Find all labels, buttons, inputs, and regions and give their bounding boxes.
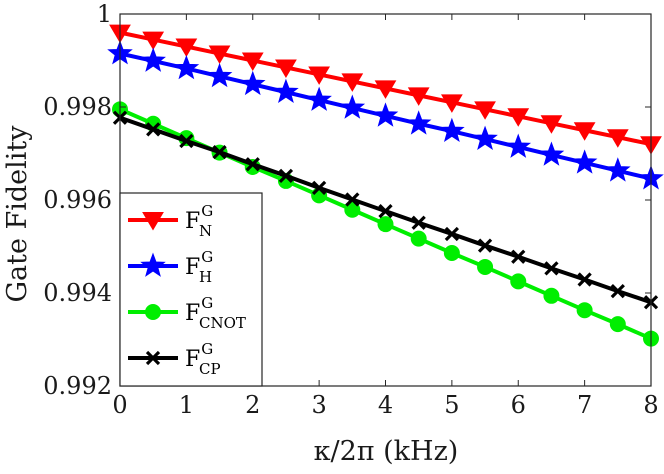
data-point [206,62,233,88]
data-point [175,38,198,58]
y-axis-label: Gate Fidelity [2,125,33,303]
legend-entry: FG CP [128,340,221,378]
axes-layer: 0 1 2 3 4 5 6 7 8 0.992 0.994 0.996 0.998 1 [43,0,658,419]
series-cp [112,110,659,310]
x-tick-label: 1 [179,391,194,419]
data-point [142,31,165,51]
data-point [577,272,592,287]
data-point [610,284,625,299]
data-point [179,133,194,149]
data-point [538,141,565,166]
data-point [576,302,593,319]
data-point [275,59,297,78]
legend: FG N FG H FG CNOT FG CP [119,192,263,387]
x-tick-label: 4 [378,391,393,419]
x-tick-label: 8 [643,391,658,419]
data-point [311,180,327,196]
data-point [245,157,260,172]
data-point [273,78,299,103]
data-point [306,86,332,111]
data-point [505,133,532,158]
legend-marker [145,304,161,320]
legend-entry: FG H [128,248,213,286]
data-point [439,117,465,143]
y-tick-label: 0.994 [43,279,112,307]
data-point [278,168,294,183]
x-tick-label: 5 [444,391,459,419]
data-point [344,201,361,218]
data-point [372,102,399,127]
data-point [472,125,498,150]
legend-marker [140,252,166,277]
x-tick-label: 7 [577,391,592,419]
data-point [374,80,397,99]
data-point [173,54,200,80]
y-tick-label: 1 [97,0,112,28]
legend-box [119,192,263,387]
data-point [474,101,496,120]
data-point [543,287,560,304]
data-point [477,258,494,275]
data-point [441,94,463,113]
data-point [510,273,527,290]
data-point [507,108,530,127]
legend-marker [145,350,161,366]
series-n [109,24,662,155]
data-point [208,45,231,65]
series-h [107,40,664,190]
series-layer [107,24,664,347]
data-point [605,157,631,182]
data-point [443,245,460,262]
data-point [341,73,364,92]
data-point [212,144,227,160]
data-point [405,110,432,135]
legend-marker [142,212,164,231]
data-point [308,66,330,85]
data-point [511,249,526,264]
legend-label: FG CP [185,340,221,378]
data-point [140,47,166,72]
data-point [609,316,626,333]
data-point [410,230,427,247]
data-point [377,216,394,233]
data-point [444,226,460,242]
y-tick-label: 0.998 [43,93,112,121]
data-point [477,238,493,253]
data-point [239,70,266,96]
legend-label: FG N [185,202,213,240]
x-tick-label: 3 [311,391,326,419]
x-tick-label: 0 [112,391,127,419]
data-point [339,94,366,119]
data-point [544,261,559,276]
data-point [411,215,426,230]
data-point [345,192,360,207]
legend-entry: FG N [128,202,213,240]
data-point [606,129,629,148]
legend-label: FG CNOT [185,294,246,332]
data-point [573,122,596,141]
data-point [407,87,430,106]
data-point [146,122,161,137]
x-tick-label: 2 [245,391,260,419]
data-point [571,149,598,174]
x-tick-label: 6 [511,391,526,419]
y-tick-label: 0.992 [43,372,112,400]
legend-entry: FG CNOT [128,294,246,332]
legend-label: FG H [185,248,213,286]
data-point [540,115,563,134]
data-point [378,204,393,219]
y-tick-label: 0.996 [43,186,112,214]
data-point [241,52,264,71]
x-axis-label: κ/2π (kHz) [314,436,459,467]
